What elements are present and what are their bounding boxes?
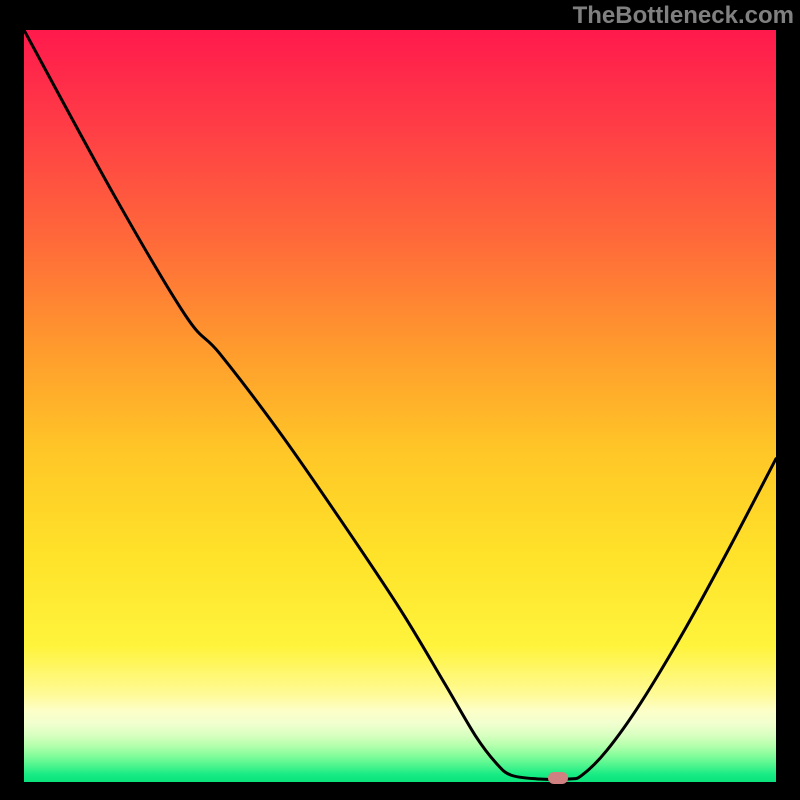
optimum-marker[interactable] (548, 772, 568, 784)
chart-container: TheBottleneck.com (0, 0, 800, 800)
curve-layer (24, 30, 776, 782)
plot-area (24, 30, 776, 782)
axis-border-bottom (20, 782, 780, 786)
axis-border-right (776, 26, 780, 786)
bottleneck-curve (24, 30, 776, 779)
